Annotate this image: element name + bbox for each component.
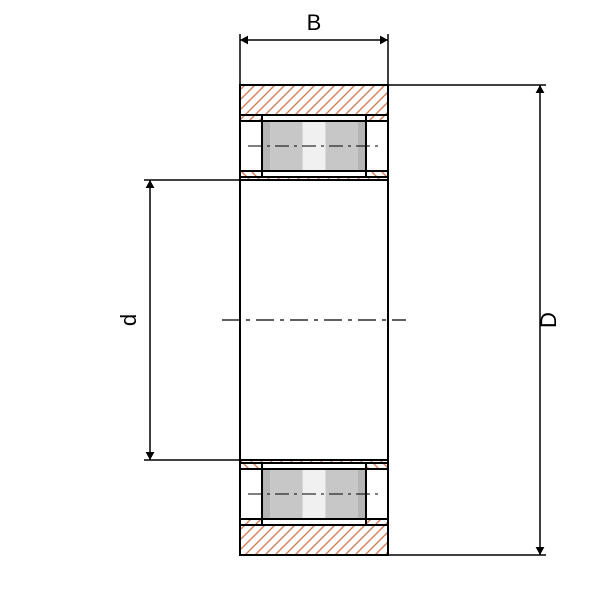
bearing-cross-section-diagram: Bd D — [0, 0, 600, 600]
dim-label-width: B — [307, 10, 322, 35]
dim-label-bore: d — [116, 314, 141, 326]
dim-label-outer: D — [536, 312, 561, 328]
